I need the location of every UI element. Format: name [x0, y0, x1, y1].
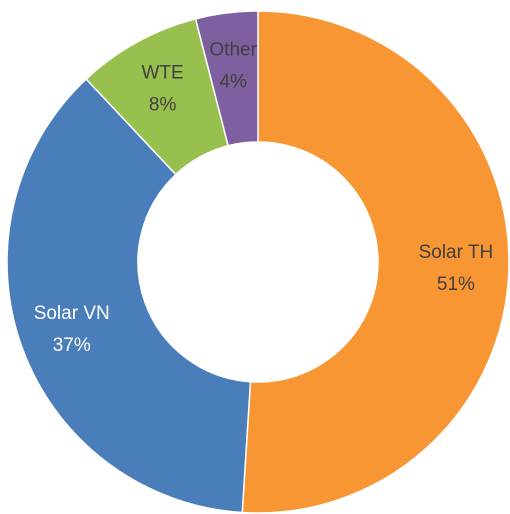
slice-label: Other	[209, 40, 257, 61]
slice	[194, 10, 259, 147]
slice	[241, 10, 510, 514]
slice-label: WTE	[142, 63, 184, 84]
slice-value-label: 4%	[219, 72, 247, 93]
slice-label: Solar VN	[34, 303, 110, 324]
slice-value-label: 51%	[437, 274, 475, 295]
slice-label: Solar TH	[419, 242, 494, 263]
slice-value-label: 8%	[149, 95, 177, 116]
slice-value-label: 37%	[53, 335, 91, 356]
slice	[6, 77, 252, 514]
